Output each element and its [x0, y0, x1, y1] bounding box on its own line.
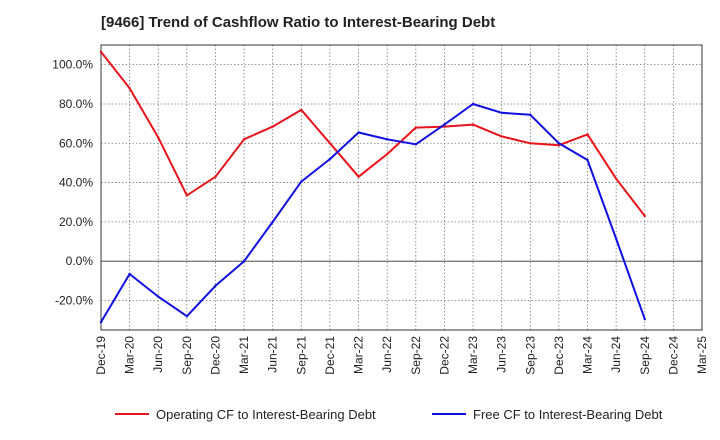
y-tick-label: 100.0% — [52, 58, 93, 72]
x-tick-label: Jun-24 — [609, 336, 623, 373]
series-1-point — [214, 175, 217, 178]
series-1-point — [328, 142, 332, 145]
x-tick-label: Jun-21 — [266, 336, 280, 373]
legend-label-1: Operating CF to Interest-Bearing Debt — [156, 407, 376, 422]
plot-frame — [100, 44, 703, 331]
series-1-point — [271, 125, 274, 128]
series-2-point — [500, 111, 503, 115]
series-2-point — [185, 315, 189, 318]
series-2-point — [157, 295, 160, 298]
series-1-point — [242, 138, 246, 141]
series-2-point — [643, 317, 646, 321]
y-tick-label: 20.0% — [59, 215, 93, 229]
series-2-point — [557, 142, 561, 145]
series-1-point — [643, 214, 646, 218]
series-1-point — [185, 194, 189, 197]
series-1-point — [300, 108, 303, 112]
series-line-1 — [100, 51, 646, 217]
series-2-point — [300, 180, 303, 183]
series-1-point — [357, 175, 360, 178]
x-tick-label: Mar-24 — [581, 336, 595, 374]
legend-label-2: Free CF to Interest-Bearing Debt — [473, 407, 663, 422]
x-tick-label: Mar-23 — [466, 336, 480, 374]
x-tick-label: Dec-22 — [437, 336, 451, 375]
series-line-2 — [100, 103, 646, 323]
x-tick-label: Sep-23 — [523, 336, 537, 375]
series-2-point — [242, 260, 246, 263]
y-tick-label: 60.0% — [59, 136, 93, 150]
series-2-point — [414, 143, 418, 146]
series-2-point — [385, 138, 389, 141]
x-tick-label: Sep-21 — [294, 336, 308, 375]
series-2-point — [586, 158, 589, 162]
y-tick-label: 80.0% — [59, 97, 93, 111]
series-1-point — [385, 152, 389, 156]
x-tick-label: Sep-20 — [180, 336, 194, 375]
series-1-point — [529, 142, 532, 145]
x-tick-label: Dec-23 — [552, 336, 566, 375]
series-1-point — [99, 50, 103, 54]
chart-title: [9466] Trend of Cashflow Ratio to Intere… — [101, 14, 496, 31]
series-2-point — [328, 157, 332, 161]
x-tick-label: Mar-20 — [123, 336, 137, 374]
x-tick-label: Dec-21 — [323, 336, 337, 375]
series-1-point — [471, 123, 475, 126]
x-tick-label: Mar-22 — [352, 336, 366, 374]
series-1-point — [128, 87, 131, 90]
x-tick-label: Sep-22 — [409, 336, 423, 375]
x-tick-label: Sep-24 — [638, 336, 652, 375]
y-tick-label: 40.0% — [59, 176, 93, 190]
series-2-point — [357, 131, 360, 134]
x-tick-label: Jun-22 — [380, 336, 394, 373]
x-tick-label: Dec-24 — [666, 336, 680, 375]
series-2-point — [99, 320, 103, 324]
series-1-point — [614, 177, 618, 180]
series-2-point — [128, 272, 131, 276]
x-tick-label: Jun-20 — [151, 336, 165, 373]
y-tick-label: 0.0% — [66, 254, 94, 268]
series-1-point — [586, 133, 589, 136]
series-1-point — [414, 126, 418, 129]
x-tick-label: Dec-20 — [208, 336, 222, 375]
x-tick-label: Jun-23 — [495, 336, 509, 373]
y-tick-label: -20.0% — [55, 294, 93, 308]
x-tick-label: Dec-19 — [94, 336, 108, 375]
series-1-point — [500, 135, 503, 138]
series-2-point — [214, 284, 217, 287]
x-tick-label: Mar-21 — [237, 336, 251, 374]
series-1-point — [157, 136, 160, 139]
series-2-point — [443, 123, 446, 126]
series-2-point — [614, 237, 618, 240]
series-2-point — [471, 102, 475, 106]
series-2-point — [529, 113, 532, 116]
series-2-point — [271, 220, 274, 224]
x-tick-label: Mar-25 — [695, 336, 709, 374]
